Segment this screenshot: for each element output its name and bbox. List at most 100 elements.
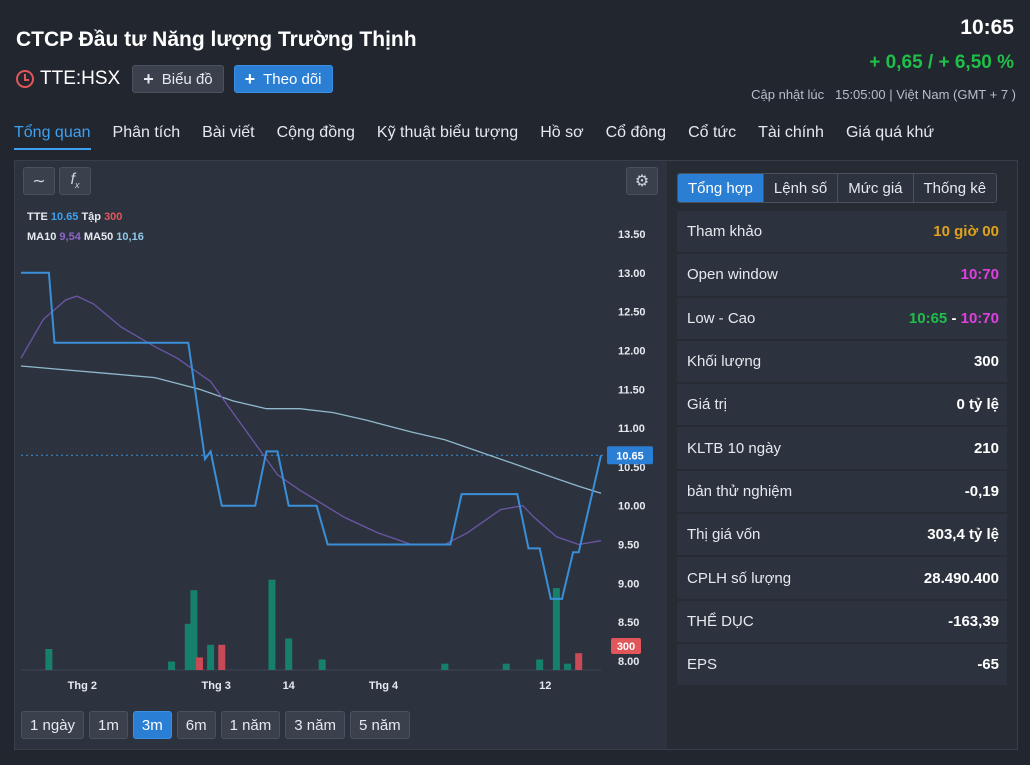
nav-tab-1[interactable]: Phân tích (112, 124, 181, 141)
volume-bar (575, 653, 583, 670)
legend-vol-label: Tập (81, 211, 101, 223)
stat-value: 300 (973, 353, 999, 371)
high-value: 10:70 (960, 309, 999, 327)
nav-tab-0[interactable]: Tổng quan (14, 124, 91, 150)
legend-ma10-value: 9,54 (59, 231, 81, 243)
plus-icon: + (244, 69, 256, 89)
price-chart[interactable]: 13.50 13.00 12.50 12.00 11.50 11.00 10.50 10.00… (15, 161, 665, 706)
y-tick-label: 11.00 (618, 423, 645, 435)
volume-bar (441, 663, 449, 670)
stat-label: KLTB 10 ngày (687, 439, 781, 457)
nav-tab-7[interactable]: Cổ tức (688, 124, 737, 141)
volume-bar (268, 579, 276, 670)
legend-price: TTE 10.65 Tập 300 (27, 211, 122, 223)
nav-tab-9[interactable]: Giá quá khứ (845, 124, 935, 141)
x-tick-label: Thg 3 (202, 680, 231, 692)
chart-button-label: Biểu đồ (161, 70, 213, 88)
range-button-6[interactable]: 5 năm (349, 711, 410, 739)
x-tick-label: 14 (283, 680, 296, 692)
stat-value: 303,4 tỷ lệ (927, 526, 999, 544)
summary-tabs: Tổng hợp Lệnh số Mức giá Thống kê (677, 173, 998, 203)
stat-row: Low - Cao 10:65 - 10:70 (677, 297, 1007, 341)
summary-tab-1[interactable]: Lệnh số (763, 174, 839, 202)
range-button-2[interactable]: 3m (132, 711, 172, 739)
nav-tab-5[interactable]: Hồ sơ (540, 124, 584, 141)
stat-row: CPLH số lượng 28.490.400 (677, 557, 1007, 601)
indicator-button[interactable]: fx (59, 167, 91, 195)
stat-label: Tham khảo (687, 223, 763, 241)
stat-row: THỂ DỤC -163,39 (677, 600, 1007, 644)
legend-tte-value: 10.65 (50, 211, 79, 223)
ma50-line (20, 365, 602, 494)
stat-value: -163,39 (948, 612, 999, 630)
stat-row: KLTB 10 ngày 210 (677, 427, 1007, 471)
y-tick-label: 12.00 (618, 345, 646, 357)
stat-label: EPS (687, 656, 718, 674)
stat-label: CPLH số lượng (687, 569, 792, 587)
range-button-3[interactable]: 6m (176, 711, 216, 739)
volume-bar (536, 659, 544, 670)
range-button-1[interactable]: 1m (89, 711, 128, 739)
nav-tab-3[interactable]: Cộng đồng (276, 124, 355, 141)
summary-tab-0[interactable]: Tổng hợp (678, 174, 764, 202)
volume-bar (502, 663, 510, 670)
stat-value: 0 tỷ lệ (956, 396, 999, 414)
main-panel: ∼ fx ⚙ TTE 10.65 Tập 300 MA10 9,54 MA50 … (14, 160, 1018, 750)
main-nav: Tổng quan Phân tích Bài viết Cộng đồng Kỹ th… (14, 124, 956, 150)
stat-label: Open window (687, 266, 778, 284)
stat-value: 28.490.400 (923, 569, 999, 587)
price-line (21, 271, 602, 600)
volume-bar (564, 663, 572, 670)
x-tick-label: Thg 4 (369, 680, 399, 692)
y-tick-label: 10.50 (618, 462, 646, 474)
summary-tab-2[interactable]: Mức giá (838, 174, 914, 202)
range-selector: 1 ngày 1m 3m 6m 1 năm 3 năm 5 năm (21, 711, 415, 739)
stat-label: Giá trị (687, 396, 728, 414)
ma10-line (20, 295, 602, 546)
plus-icon: + (143, 69, 154, 89)
legend-ma50-value: 10,16 (116, 231, 144, 243)
volume-bar (195, 657, 203, 670)
stat-label: Khối lượng (687, 353, 762, 371)
update-value: 15:05:00 | Việt Nam (GMT + 7 ) (834, 87, 1016, 102)
stats-table: Tham khảo 10 giờ 00 Open window 10:70 Low - … (677, 211, 1007, 688)
chart-button[interactable]: + Biểu đồ (132, 65, 224, 93)
nav-tab-4[interactable]: Kỹ thuật biểu tượng (376, 124, 519, 141)
x-tick-label: Thg 2 (68, 680, 97, 692)
summary-tab-3[interactable]: Thống kê (913, 174, 997, 202)
volume-bar (318, 659, 326, 670)
volume-bar (190, 590, 198, 670)
range-button-0[interactable]: 1 ngày (21, 711, 85, 739)
last-price-label: 10.65 (616, 450, 644, 462)
nav-tab-8[interactable]: Tài chính (758, 124, 824, 141)
header: CTCP Đầu tư Năng lượng Trường Thịnh TTE:… (0, 0, 1030, 115)
update-label: Cập nhật lúc (751, 87, 825, 102)
stat-row: Khối lượng 300 (677, 340, 1007, 385)
range-separator: - (947, 309, 961, 327)
stat-value: -0,19 (964, 482, 999, 500)
legend-ma10-label: MA10 (27, 231, 57, 243)
stat-value: 10:70 (960, 266, 999, 284)
y-tick-label: 9.50 (618, 540, 639, 552)
stat-label: Low - Cao (687, 309, 756, 327)
nav-tab-6[interactable]: Cổ đông (605, 124, 667, 141)
y-tick-label: 13.50 (618, 229, 646, 241)
y-tick-label: 8.00 (618, 656, 639, 668)
nav-tab-2[interactable]: Bài viết (202, 124, 255, 141)
stat-value: 10 giờ 00 (933, 223, 999, 241)
volume-bar (552, 588, 560, 670)
chart-area: ∼ fx ⚙ TTE 10.65 Tập 300 MA10 9,54 MA50 … (15, 161, 665, 751)
line-type-button[interactable]: ∼ (23, 167, 55, 195)
y-tick-label: 13.00 (618, 268, 646, 280)
stat-row: Open window 10:70 (677, 254, 1007, 298)
follow-button[interactable]: + Theo dõi (233, 65, 333, 93)
volume-bar (45, 649, 53, 670)
volume-bar (184, 623, 192, 670)
range-button-5[interactable]: 3 năm (285, 711, 345, 739)
ticker-row: TTE:HSX + Biểu đồ + Theo dõi (16, 65, 343, 93)
volume-bar (285, 638, 293, 670)
stat-label: THỂ DỤC (687, 612, 754, 630)
range-button-4[interactable]: 1 năm (220, 711, 281, 739)
chart-settings-button[interactable]: ⚙ (626, 167, 658, 195)
last-price-badge (607, 446, 653, 465)
